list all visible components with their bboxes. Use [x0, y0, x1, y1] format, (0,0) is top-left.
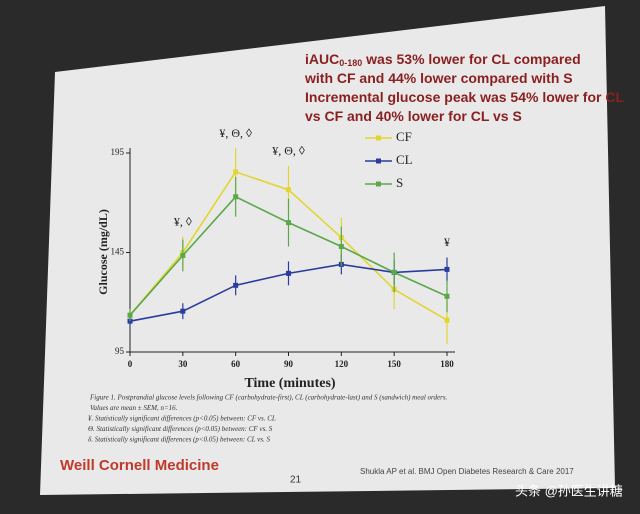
x-tick-label: 90 — [284, 359, 294, 369]
header-line: Incremental glucose peak was 54% lower f… — [305, 89, 624, 105]
caption-line: Θ. Statistically significant differences… — [88, 425, 273, 433]
marker — [286, 220, 291, 226]
marker — [127, 312, 133, 318]
legend-label: S — [396, 175, 403, 190]
legend-marker — [376, 181, 381, 187]
marker — [286, 270, 291, 276]
header-line: iAUC0-180 was 53% lower for CL compared — [305, 51, 581, 69]
legend-marker — [376, 158, 381, 164]
marker — [233, 282, 239, 288]
marker — [233, 194, 239, 200]
header-text: was 53% lower for CL compared — [362, 51, 580, 67]
caption-line: Figure 1. Postprandial glucose levels fo… — [89, 394, 448, 402]
marker — [444, 266, 450, 272]
y-tick-label: 145 — [111, 247, 125, 257]
x-tick-label: 30 — [178, 359, 188, 369]
marker — [444, 317, 450, 323]
watermark: 头条 @孙医生讲糖 — [515, 483, 623, 498]
header-text: Incremental glucose peak was 54% lower f… — [305, 89, 624, 105]
x-tick-label: 0 — [128, 359, 133, 369]
header-text: vs CF and 40% lower for CL vs S — [305, 108, 522, 124]
marker — [391, 269, 397, 275]
x-axis-label: Time (minutes) — [244, 376, 335, 391]
marker — [180, 252, 186, 258]
y-axis-label: Glucose (mg/dL) — [96, 209, 110, 295]
caption-line: δ. Statistically significant differences… — [88, 436, 270, 444]
x-tick-label: 180 — [440, 359, 454, 369]
slide — [40, 6, 615, 495]
y-tick-label: 195 — [111, 147, 125, 157]
marker — [338, 244, 344, 250]
citation: Shukla AP et al. BMJ Open Diabetes Resea… — [360, 467, 574, 476]
header-line: with CF and 44% lower compared with S — [304, 70, 573, 86]
logo: Weill Cornell Medicine — [60, 457, 219, 474]
marker — [286, 187, 291, 193]
legend-marker — [376, 135, 381, 141]
subscript: 0-180 — [339, 58, 362, 68]
header-line: vs CF and 40% lower for CL vs S — [305, 108, 522, 124]
marker — [233, 169, 239, 175]
caption-line: Values are mean ± SEM, n=16. — [90, 404, 178, 412]
x-tick-label: 120 — [335, 359, 349, 369]
x-tick-label: 60 — [231, 359, 241, 369]
legend-label: CF — [396, 129, 412, 144]
marker — [444, 293, 450, 299]
y-tick-label: 95 — [115, 346, 125, 356]
annotation: ¥, Θ, ◊ — [272, 144, 305, 158]
header-text: with CF and 44% lower compared with S — [304, 70, 573, 86]
annotation: ¥, ◊ — [174, 214, 192, 228]
caption-line: ¥. Statistically significant differences… — [88, 415, 276, 423]
legend-label: CL — [396, 152, 413, 167]
page-number: 21 — [290, 475, 302, 486]
x-tick-label: 150 — [387, 359, 401, 369]
header-text: iAUC — [305, 51, 339, 67]
annotation: ¥ — [444, 235, 450, 249]
marker — [180, 308, 186, 314]
annotation: ¥, Θ, ◊ — [219, 126, 252, 140]
